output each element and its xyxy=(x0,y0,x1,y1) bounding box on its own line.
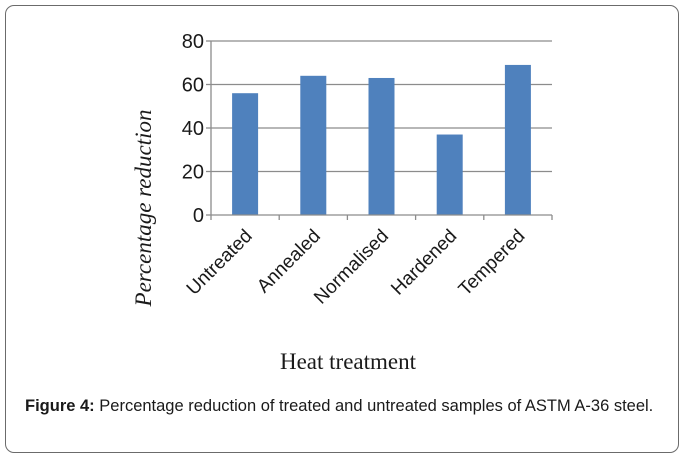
y-tick-labels: 0 20 40 60 80 xyxy=(182,31,204,227)
y-tick-label: 80 xyxy=(182,31,204,53)
figure-caption-label: Figure 4: xyxy=(25,397,95,415)
bar-normalised xyxy=(368,77,395,215)
x-tick-label-hardened: Hardened xyxy=(387,226,461,300)
y-tick-label: 40 xyxy=(182,118,204,140)
x-tick-label-untreated: Untreated xyxy=(183,226,257,300)
y-axis-label: Percentage reduction xyxy=(131,110,156,308)
y-tick-label: 20 xyxy=(182,162,204,184)
y-tick-label: 0 xyxy=(193,205,204,227)
y-tick-label: 60 xyxy=(182,75,204,97)
bar-hardened xyxy=(436,134,463,215)
bar-chart: 0 20 40 60 80 UntreatedAnnealedNormalisedHar… xyxy=(131,31,553,374)
figure-caption: Figure 4: Percentage reduction of treate… xyxy=(25,395,665,417)
figure-frame xyxy=(5,5,679,453)
figure-caption-text: Percentage reduction of treated and untr… xyxy=(94,397,654,415)
bar-untreated xyxy=(232,93,259,215)
bar-tempered xyxy=(504,64,531,215)
x-tick-labels: UntreatedAnnealedNormalisedHardenedTempe… xyxy=(183,226,530,309)
x-tick-label-annealed: Annealed xyxy=(253,226,325,298)
x-tick-label-tempered: Tempered xyxy=(455,226,530,301)
bars xyxy=(232,64,531,215)
bar-annealed xyxy=(300,75,327,215)
x-tick-label-normalised: Normalised xyxy=(310,226,393,309)
axes xyxy=(210,41,553,220)
x-axis-label: Heat treatment xyxy=(280,349,417,374)
